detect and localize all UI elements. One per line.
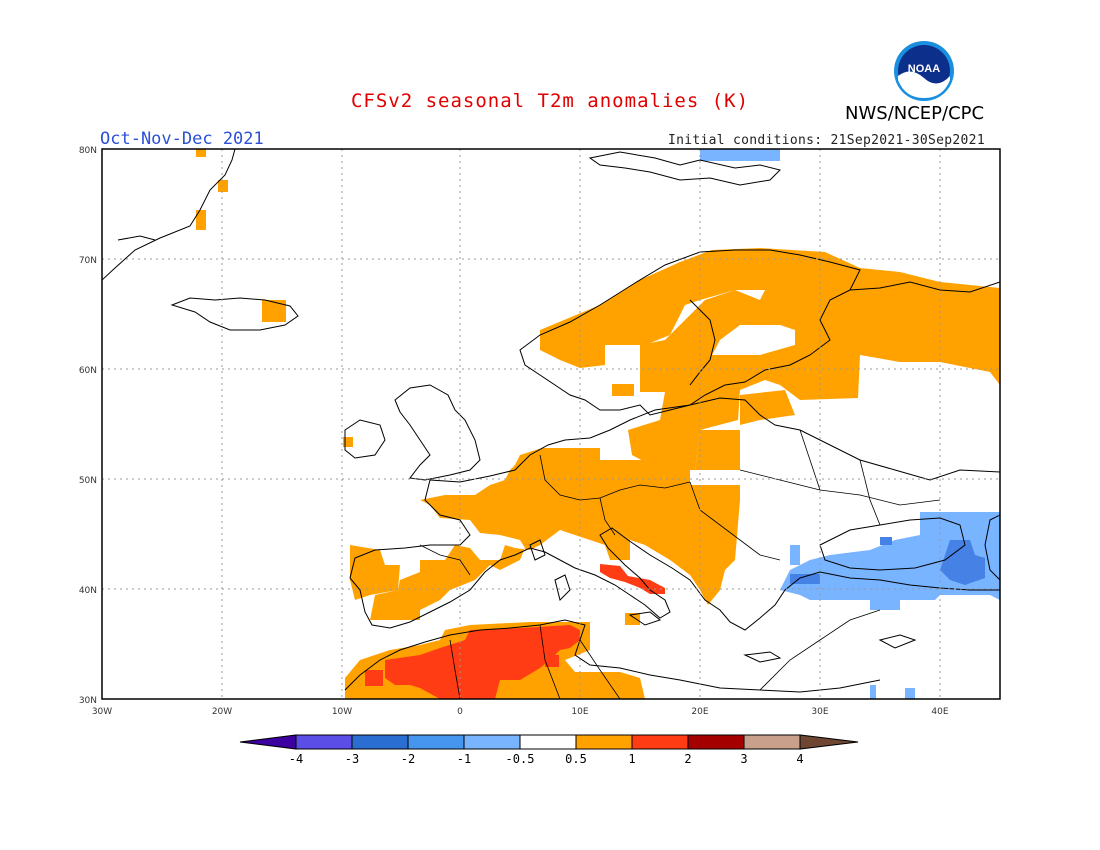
agency-credit: NWS/NCEP/CPC [845, 103, 985, 124]
chart-title: CFSv2 seasonal T2m anomalies (K) [350, 90, 750, 112]
colorbar-swatch [575, 734, 633, 750]
colorbar-label: -0.5 [506, 752, 535, 766]
colorbar-swatch [799, 734, 859, 750]
lat-label: 40N [79, 586, 97, 596]
colorbar-label: -3 [345, 752, 359, 766]
colorbar [239, 734, 859, 750]
colorbar-swatch [351, 734, 409, 750]
initial-conditions: Initial conditions: 21Sep2021-30Sep2021 [668, 133, 985, 148]
noaa-logo: NOAA [894, 41, 954, 101]
coastlines [102, 149, 1000, 699]
lon-label: 10E [571, 707, 588, 717]
longitude-labels: 30W 20W 10W 0 10E 20E 30E 40E [92, 707, 949, 717]
lon-label: 20E [691, 707, 708, 717]
lon-label: 20W [212, 707, 232, 717]
colorbar-swatch [687, 734, 745, 750]
strong-warm-regions [365, 564, 665, 699]
colorbar-label: 3 [740, 752, 747, 766]
colorbar-label: -4 [289, 752, 303, 766]
lat-label: 50N [79, 476, 97, 486]
lat-label: 60N [79, 366, 97, 376]
lon-label: 30E [811, 707, 828, 717]
colorbar-swatch [463, 734, 521, 750]
latitude-labels: 80N 70N 60N 50N 40N 30N [79, 146, 97, 706]
colorbar-label: 1 [628, 752, 635, 766]
colorbar-swatch [519, 734, 577, 750]
colorbar-label: 4 [796, 752, 803, 766]
season-label: Oct-Nov-Dec 2021 [100, 129, 264, 149]
lat-label: 70N [79, 256, 97, 266]
lat-label: 30N [79, 696, 97, 706]
lon-label: 10W [332, 707, 352, 717]
logo-text: NOAA [908, 63, 940, 75]
colorbar-swatch [239, 734, 297, 750]
lon-label: 40E [931, 707, 948, 717]
map-frame [101, 148, 1001, 700]
strong-cool-regions [790, 537, 985, 585]
lon-label: 30W [92, 707, 112, 717]
lon-label: 0 [457, 707, 463, 717]
colorbar-swatch [295, 734, 353, 750]
colorbar-labels: -4 -3 -2 -1 -0.5 0.5 1 2 3 4 [289, 752, 804, 766]
cool-anomaly-regions [700, 149, 1000, 699]
colorbar-label: 0.5 [565, 752, 587, 766]
colorbar-label: -2 [401, 752, 415, 766]
lat-label: 80N [79, 146, 97, 156]
graticule [102, 149, 1000, 699]
colorbar-swatch [407, 734, 465, 750]
colorbar-swatch [743, 734, 801, 750]
colorbar-swatch [631, 734, 689, 750]
colorbar-label: -1 [457, 752, 471, 766]
anomaly-shading [196, 149, 1000, 699]
colorbar-label: 2 [684, 752, 691, 766]
